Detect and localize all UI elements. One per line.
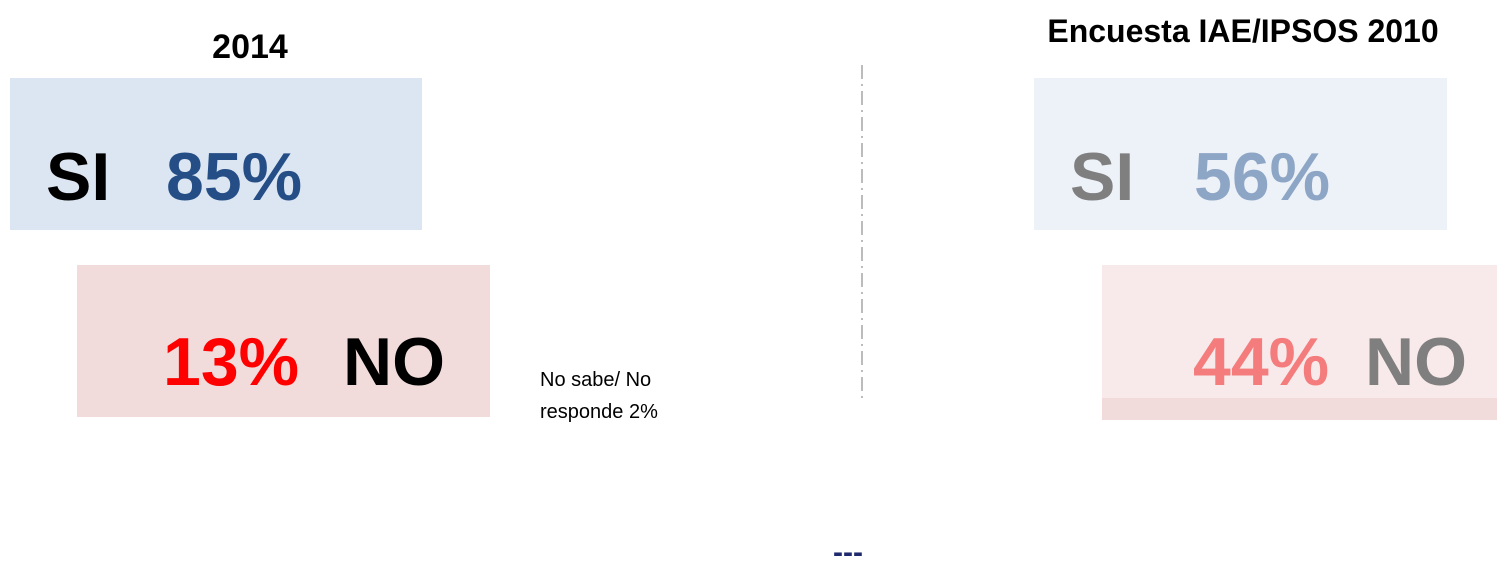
left-title: 2014: [212, 28, 288, 66]
right-title: Encuesta IAE/IPSOS 2010: [1047, 13, 1438, 49]
note-line: responde 2%: [540, 401, 658, 423]
footer: ---: [833, 536, 863, 564]
no-box: [77, 265, 490, 417]
yes-box: [10, 78, 422, 230]
note-line: No sabe/ No: [540, 369, 651, 391]
yes-label: SI: [46, 139, 110, 215]
no-value: 13%: [163, 324, 299, 400]
no-box-strip: [1102, 398, 1497, 420]
yes-value: 56%: [1194, 139, 1330, 215]
yes-box: [1034, 78, 1447, 230]
no-box: [1102, 265, 1497, 420]
yes-value: 85%: [166, 139, 302, 215]
no-value: 44%: [1193, 324, 1329, 400]
yes-label: SI: [1070, 139, 1134, 215]
no-label: NO: [1365, 324, 1467, 400]
no-label: NO: [343, 324, 445, 400]
